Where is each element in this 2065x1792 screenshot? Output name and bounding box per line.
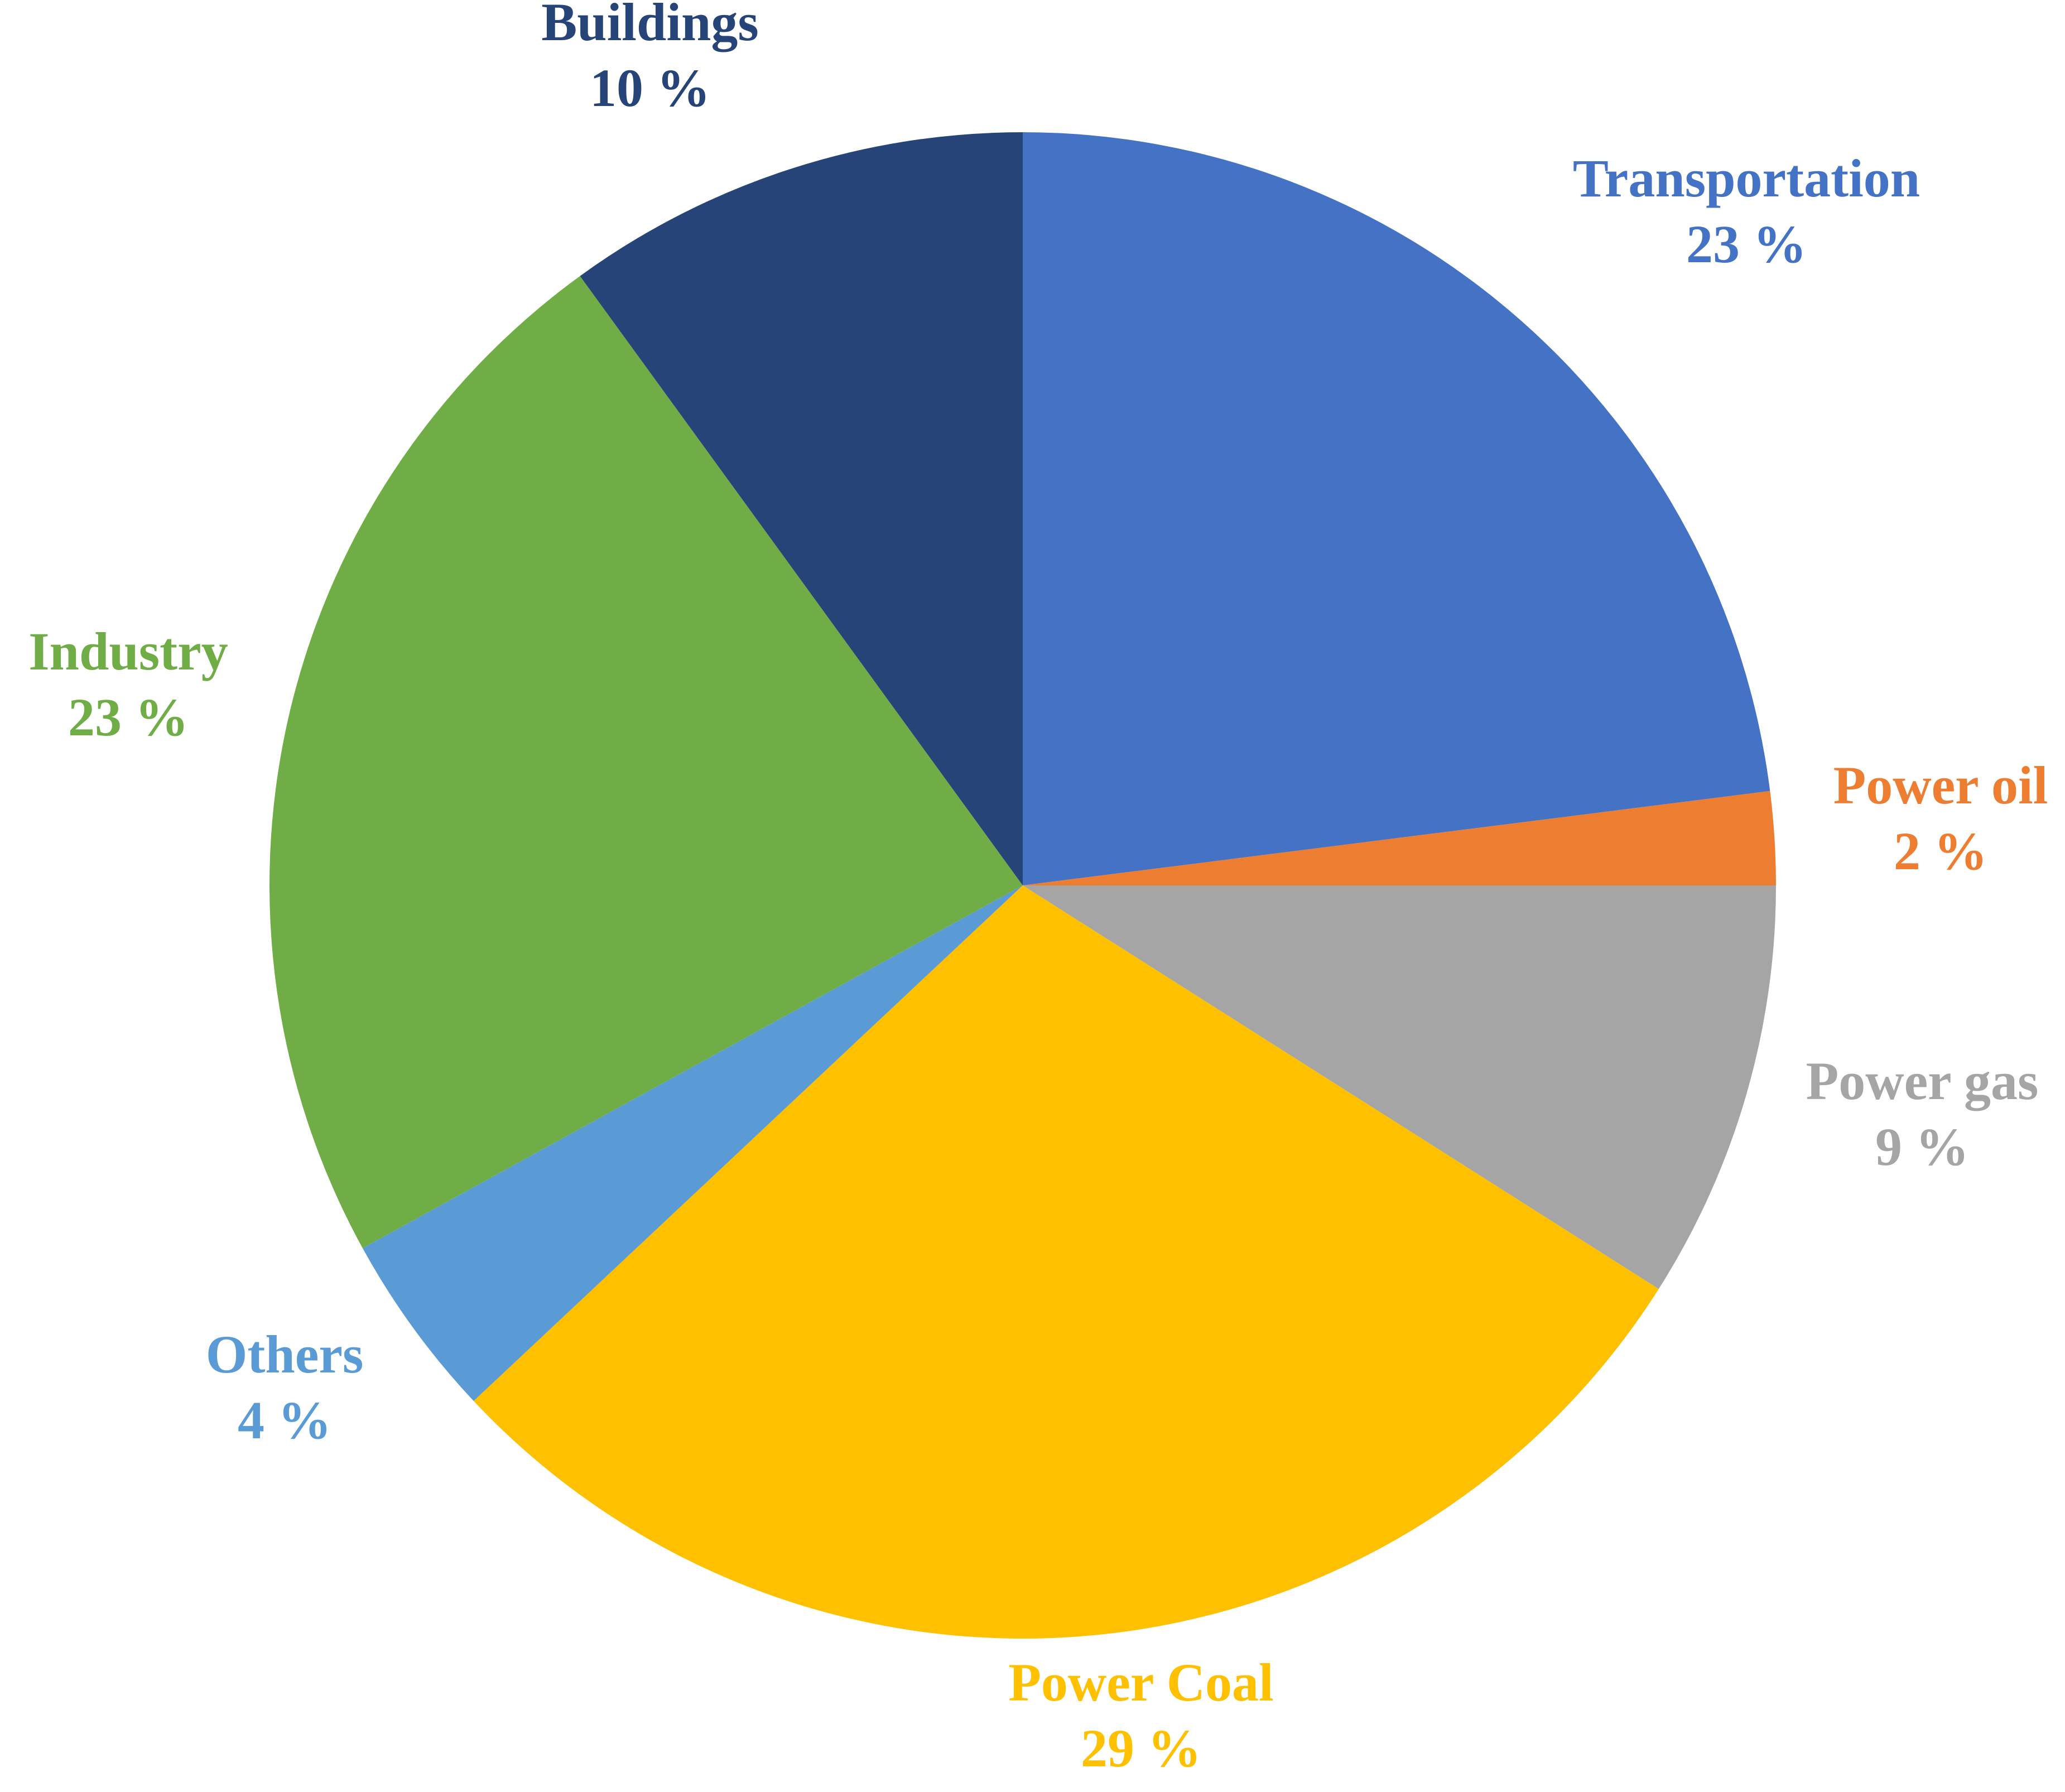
pie-slice-buildings	[580, 132, 1023, 885]
slice-category-label: Power Coal	[1008, 1653, 1273, 1712]
slice-value-label: 29 %	[1081, 1718, 1201, 1778]
slice-category-label: Transportation	[1573, 148, 1920, 208]
slice-category-label: Others	[206, 1324, 364, 1384]
slice-value-label: 2 %	[1894, 821, 1987, 881]
slice-category-label: Power oil	[1833, 755, 2048, 815]
slice-value-label: 4 %	[238, 1390, 331, 1450]
pie-slice-power-gas	[1023, 885, 1776, 1289]
slice-value-label: 9 %	[1875, 1117, 1969, 1177]
pie-slice-others	[362, 885, 1023, 1401]
pie-slice-transportation	[1023, 132, 1770, 885]
slice-label-power-coal: Power Coal 29 %	[1008, 1653, 1273, 1778]
slice-label-others: Others 4 %	[206, 1324, 364, 1450]
slice-label-power-gas: Power gas 9 %	[1806, 1051, 2039, 1177]
slice-value-label: 23 %	[68, 687, 189, 747]
slice-value-label: 10 %	[590, 58, 710, 118]
slice-category-label: Industry	[28, 622, 228, 681]
slice-label-buildings: Buildings 10 %	[541, 0, 759, 118]
slice-category-label: Buildings	[541, 0, 759, 52]
slice-label-power-oil: Power oil 2 %	[1833, 755, 2048, 881]
slice-category-label: Power gas	[1806, 1051, 2039, 1111]
pie-slices	[269, 132, 1776, 1639]
pie-slice-power-oil	[1023, 791, 1776, 885]
pie-labels: Transportation 23 %Power oil 2 %Power gas 9…	[28, 0, 2048, 1778]
slice-value-label: 23 %	[1686, 214, 1807, 274]
slice-label-transportation: Transportation 23 %	[1573, 148, 1920, 274]
pie-slice-industry	[269, 276, 1023, 1249]
slice-label-industry: Industry 23 %	[28, 622, 228, 747]
pie-slice-power-coal	[473, 885, 1659, 1639]
